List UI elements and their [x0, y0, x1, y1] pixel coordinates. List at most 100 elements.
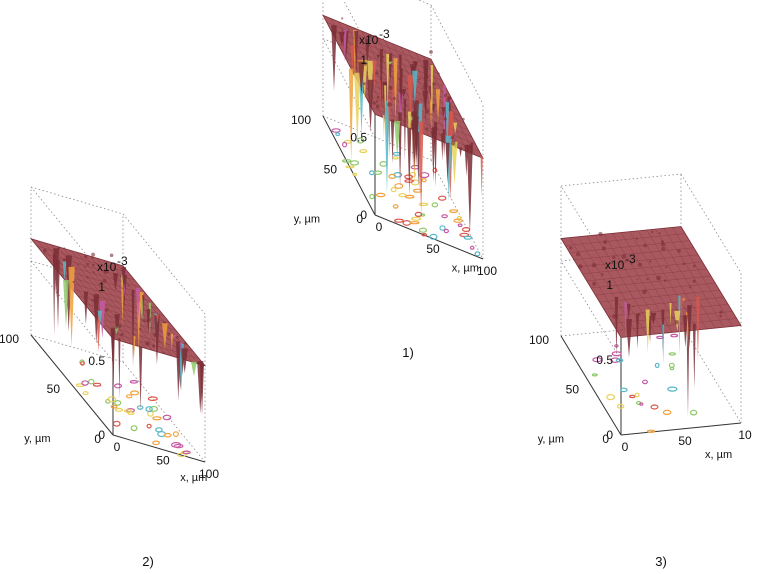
surface-pit: [398, 92, 403, 130]
x-tick-label: 0: [114, 440, 121, 454]
surface-pit: [696, 296, 700, 361]
surface-pit: [394, 120, 401, 157]
surface-bump: [689, 286, 692, 289]
y-axis: [30, 334, 114, 436]
y-tick-label: 100: [529, 333, 549, 347]
surface-bump: [366, 43, 369, 46]
surface-pit: [480, 156, 483, 197]
floor-contour: [615, 358, 624, 363]
floor-contour: [171, 442, 182, 448]
surface-bump: [649, 260, 652, 263]
y-tick-label: 0: [602, 432, 609, 446]
y-axis-label: y, µm: [24, 433, 50, 445]
surface-bump: [443, 94, 447, 97]
box-edge: [122, 213, 206, 315]
surface-pit: [376, 54, 380, 60]
surface-bump: [77, 263, 80, 266]
floor-contour: [394, 218, 404, 223]
surface-pit: [135, 288, 141, 321]
surface-bump: [183, 342, 187, 345]
x-tick-label: 50: [678, 434, 692, 448]
surface-bump: [674, 320, 679, 325]
floor-contour: [438, 195, 447, 201]
z-exponent: -3: [379, 27, 390, 41]
x-axis: [112, 434, 206, 463]
surface-pit: [416, 131, 421, 186]
floor-contour: [411, 216, 422, 221]
z-tick-label: 0: [360, 208, 367, 222]
surface-bump: [412, 116, 417, 120]
box-edge: [560, 185, 622, 286]
surface-pit: [466, 144, 473, 235]
surface-pit: [669, 302, 672, 326]
surface-pit: [400, 89, 407, 98]
surface-pit: [442, 129, 446, 157]
surface-pit: [359, 76, 364, 136]
surface-pit: [190, 361, 197, 377]
surface-pit: [470, 142, 473, 157]
surface-bump: [387, 102, 392, 107]
surface-bump: [636, 278, 639, 281]
surface-pit: [686, 323, 690, 417]
floor-contour: [123, 409, 132, 413]
surface-bump: [432, 82, 436, 86]
surface-pit: [99, 301, 106, 339]
surface-bump: [577, 264, 583, 269]
surface-mesh-line: [36, 245, 129, 274]
surface-bump: [450, 136, 454, 140]
surface-pit: [384, 112, 390, 193]
surface-pit: [52, 254, 56, 337]
box-edge: [560, 173, 682, 187]
floor-contour: [335, 132, 341, 137]
floor-contour: [349, 160, 360, 166]
surface-bump: [418, 78, 421, 81]
surface-bump: [109, 253, 114, 258]
floor-contour: [650, 404, 659, 410]
surface-bump: [388, 85, 393, 91]
floor-contour: [591, 373, 598, 377]
surface-bump: [591, 263, 597, 268]
surface-pit: [382, 115, 386, 138]
surface-bump: [43, 248, 47, 253]
x-axis-label: x, µm: [705, 449, 732, 461]
surface-bump: [687, 313, 689, 315]
floor-contour: [146, 423, 152, 429]
surface-bump: [66, 265, 68, 268]
surface-pit: [454, 143, 457, 150]
surface-bump: [84, 255, 88, 259]
floor-contour: [641, 379, 648, 385]
surface-mesh-line: [586, 268, 707, 282]
surface-pit: [354, 31, 359, 75]
box-edge: [122, 361, 206, 463]
surface-pit: [350, 45, 355, 71]
floor-contour: [110, 404, 118, 409]
surface-bump: [411, 113, 415, 117]
surface-bump: [430, 113, 433, 116]
surface-bump: [379, 78, 382, 81]
surface-bump: [677, 249, 681, 253]
floor-contour: [392, 156, 399, 160]
surface-bump: [91, 252, 96, 257]
surface-pit: [179, 342, 183, 354]
surface-pit: [156, 314, 160, 324]
z-tick-label: 0: [98, 428, 105, 442]
surface-bump: [86, 262, 90, 266]
surface-pit: [384, 85, 387, 127]
surface-bump: [146, 320, 149, 323]
floor-contour: [127, 411, 135, 415]
floor-contour: [130, 425, 138, 432]
box-edge: [430, 4, 484, 105]
floor-contour: [88, 378, 95, 385]
surface-pit: [399, 54, 402, 108]
panel-caption: 3): [655, 554, 667, 569]
surface-pit: [123, 274, 127, 293]
y-tick-label: 50: [47, 382, 61, 396]
surface-pit: [392, 87, 395, 117]
surface-pit: [687, 305, 692, 349]
z-multiplier: x10: [97, 260, 117, 274]
floor-contour: [359, 149, 368, 154]
floor-contour: [431, 202, 439, 208]
box-edge: [680, 323, 742, 424]
surface-pit: [131, 289, 135, 368]
